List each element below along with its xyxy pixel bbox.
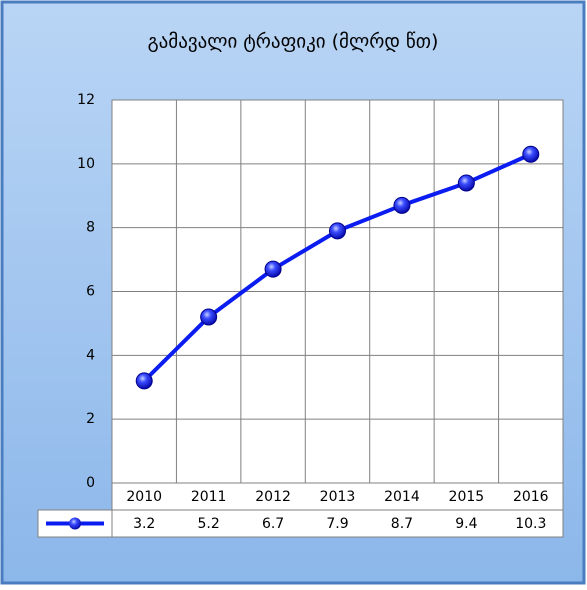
x-tick-label: 2016	[513, 489, 549, 505]
y-tick-label: 12	[77, 92, 95, 108]
marker	[135, 372, 153, 390]
x-tick-label: 2014	[384, 489, 420, 505]
legend-marker	[69, 517, 81, 530]
data-table-value: 8.7	[391, 516, 413, 532]
data-table-value: 9.4	[455, 516, 477, 532]
x-tick-label: 2015	[449, 489, 485, 505]
data-table-value: 7.9	[326, 516, 348, 532]
y-tick-label: 0	[86, 475, 95, 491]
x-tick-label: 2013	[320, 489, 356, 505]
y-tick-label: 10	[77, 156, 95, 172]
x-tick-label: 2010	[126, 489, 162, 505]
data-table-value: 5.2	[198, 516, 220, 532]
marker	[522, 145, 540, 163]
x-tick-label: 2011	[191, 489, 227, 505]
marker	[200, 308, 218, 326]
x-tick-label: 2012	[255, 489, 291, 505]
y-tick-label: 8	[86, 220, 95, 236]
data-table-value: 3.2	[133, 516, 155, 532]
marker	[329, 222, 346, 240]
y-tick-label: 2	[86, 411, 95, 427]
data-table-value: 10.3	[515, 516, 546, 532]
marker	[393, 196, 411, 214]
marker	[264, 260, 282, 278]
data-table-value: 6.7	[262, 516, 284, 532]
chart-title: გამავალი ტრაფიკი (მლრდ წთ)	[148, 31, 439, 53]
y-tick-label: 4	[86, 347, 95, 363]
y-tick-label: 6	[86, 284, 95, 300]
marker	[457, 174, 475, 192]
